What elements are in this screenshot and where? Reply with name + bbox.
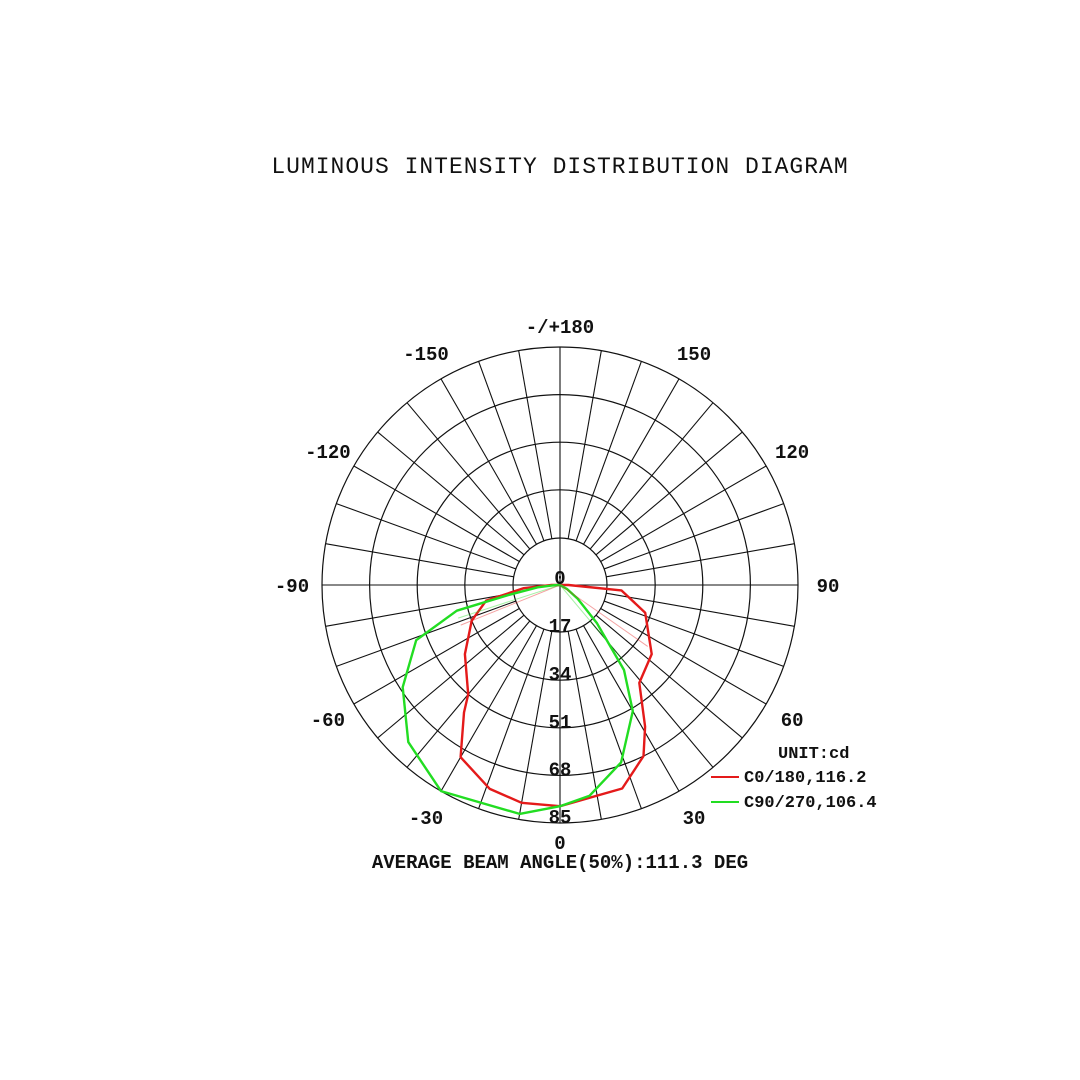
spoke <box>595 614 743 739</box>
spoke <box>353 608 520 705</box>
chart-title: LUMINOUS INTENSITY DISTRIBUTION DIAGRAM <box>271 154 848 180</box>
angle-label: -150 <box>403 344 449 366</box>
angle-label: 0 <box>554 833 565 855</box>
spoke <box>595 431 743 556</box>
spoke <box>518 350 553 539</box>
spoke <box>440 378 537 545</box>
angle-label: 150 <box>677 344 711 366</box>
spoke <box>600 465 767 562</box>
spoke <box>606 543 795 578</box>
spoke <box>567 631 602 820</box>
curve-1 <box>401 583 634 816</box>
spoke <box>377 614 525 739</box>
spoke <box>478 628 545 809</box>
spoke <box>406 402 531 550</box>
beam-half-line <box>559 584 630 668</box>
angle-label: 30 <box>683 808 706 830</box>
angle-label: -120 <box>305 442 351 464</box>
radial-label: 85 <box>549 807 572 829</box>
beam-half-line <box>559 584 649 647</box>
radial-label: 51 <box>549 712 572 734</box>
angle-label: 60 <box>781 710 804 732</box>
angle-label: -90 <box>275 576 309 598</box>
spoke <box>575 628 642 809</box>
beam-angle-footer: AVERAGE BEAM ANGLE(50%):111.3 DEG <box>372 852 748 874</box>
spoke <box>589 402 714 550</box>
angle-label: 120 <box>775 442 809 464</box>
spoke <box>600 608 767 705</box>
unit-label: UNIT:cd <box>778 745 849 764</box>
spoke <box>603 600 784 667</box>
radial-labels: 0 17 34 51 68 85 <box>549 568 572 829</box>
angle-label: -/+180 <box>526 317 594 339</box>
legend-entry-c0: C0/180,116.2 <box>744 769 866 788</box>
legend-entry-c90: C90/270,106.4 <box>744 794 877 813</box>
angle-label: 90 <box>817 576 840 598</box>
spoke <box>518 631 553 820</box>
angle-label: -30 <box>409 808 443 830</box>
angle-labels: -/+180 -150 150 -120 120 -90 90 -60 60 -30 30 0 <box>275 317 840 855</box>
beam-half-line <box>460 584 561 626</box>
spoke <box>336 503 517 570</box>
spoke <box>377 431 525 556</box>
spoke <box>583 378 680 545</box>
spoke <box>603 503 784 570</box>
polar-grid <box>321 346 799 824</box>
spoke <box>606 592 795 627</box>
spoke <box>353 465 520 562</box>
spoke <box>567 350 602 539</box>
spoke <box>575 361 642 542</box>
radial-label: 34 <box>549 664 572 686</box>
radial-label: 17 <box>549 616 572 638</box>
curve-0 <box>459 583 653 808</box>
spoke <box>478 361 545 542</box>
radial-label: 0 <box>554 568 565 590</box>
curves <box>401 583 653 816</box>
beam-half-line <box>457 584 561 619</box>
spoke <box>325 543 514 578</box>
angle-label: -60 <box>311 710 345 732</box>
spoke <box>440 625 537 792</box>
radial-label: 68 <box>549 759 572 781</box>
spoke <box>325 592 514 627</box>
